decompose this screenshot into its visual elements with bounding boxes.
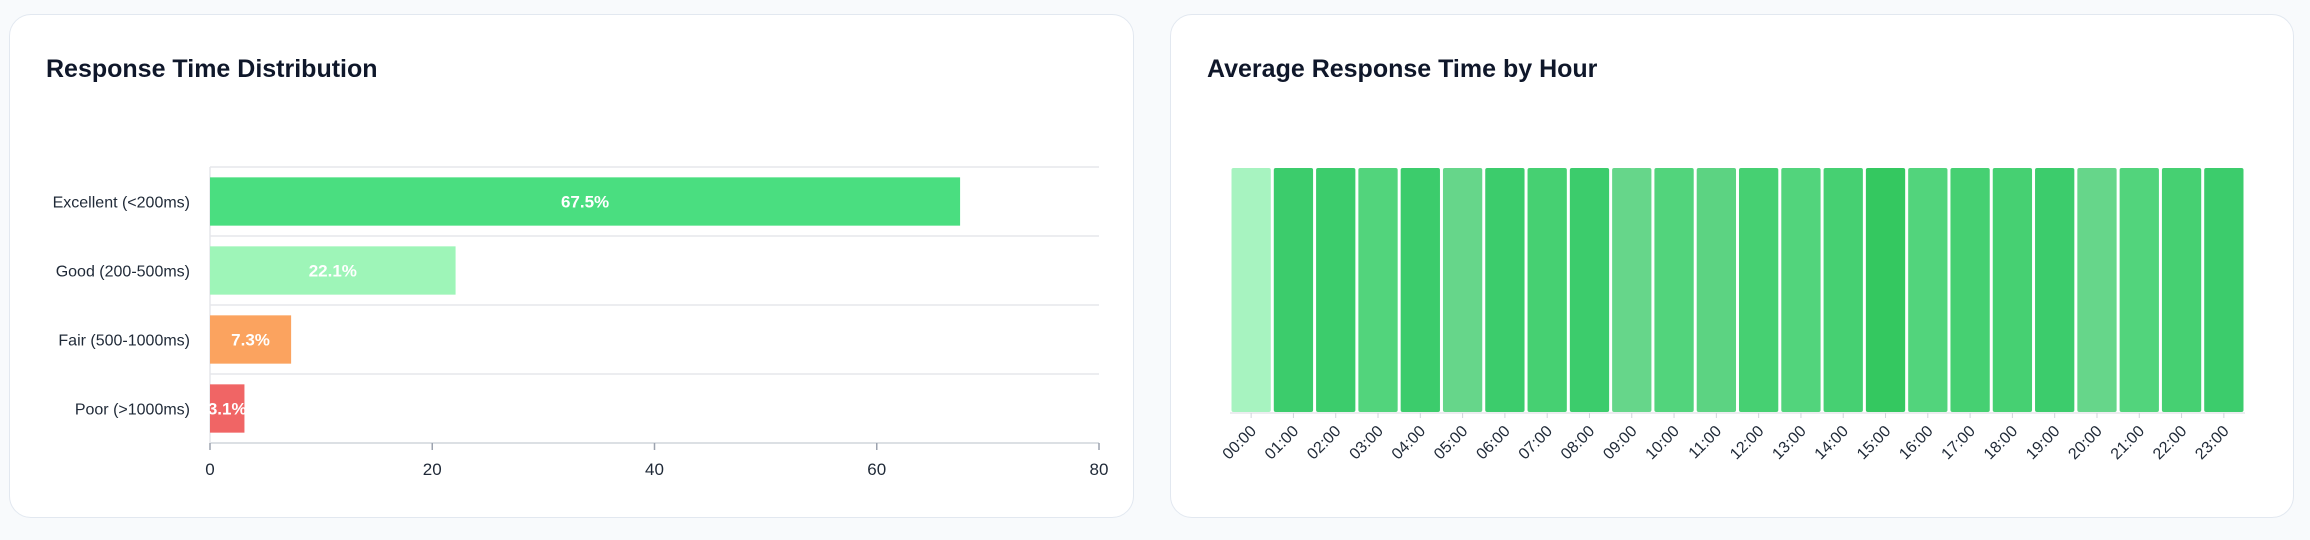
bar-value-label: 67.5% <box>561 193 609 212</box>
bar <box>210 177 961 226</box>
category-label: Poor (>1000ms) <box>75 402 190 419</box>
heat-cell <box>1823 168 1863 412</box>
bar-value-label: 3.1% <box>208 400 247 419</box>
heat-cell <box>1992 168 2033 412</box>
distribution-bar-chart: 67.5% Excellent (<200ms) 22.1% Good (200-50… <box>53 166 1109 479</box>
heat-cell <box>1442 168 1483 412</box>
x-tick-label: 23:00 <box>2192 423 2232 463</box>
x-tick-label: 03:00 <box>1347 423 1387 463</box>
heat-cell <box>2035 168 2075 412</box>
x-tick-label: 16:00 <box>1896 423 1936 463</box>
x-tick-label: 19:00 <box>2023 423 2063 463</box>
hourly-response-time-card: Average Response Time by Hour 00:00 01:00… <box>1170 14 2294 518</box>
x-tick-label: 08:00 <box>1558 423 1598 463</box>
x-tick-label: 06:00 <box>1473 423 1513 463</box>
heat-cell <box>2161 168 2202 412</box>
x-tick-label: 01:00 <box>1262 423 1302 463</box>
x-tick-label: 04:00 <box>1389 423 1429 463</box>
x-tick-label: 07:00 <box>1516 423 1556 463</box>
heat-cell <box>1654 168 1694 412</box>
heat-cell <box>1865 168 1906 412</box>
category-label: Fair (500-1000ms) <box>58 333 190 350</box>
heat-cell <box>1569 168 1610 412</box>
x-tick-label: 09:00 <box>1600 423 1640 463</box>
x-tick-label: 11:00 <box>1686 423 1726 463</box>
bar-value-label: 22.1% <box>309 262 357 281</box>
x-tick-label: 20:00 <box>2065 423 2105 463</box>
heat-cell <box>1612 168 1652 412</box>
bar-value-label: 7.3% <box>231 331 270 350</box>
heat-cell <box>1739 168 1779 412</box>
heat-cell <box>1231 168 1271 412</box>
heat-cell <box>2077 168 2117 412</box>
heat-cell <box>1358 168 1398 412</box>
x-tick-label: 10:00 <box>1643 423 1683 463</box>
x-tick-label: 80 <box>1090 460 1109 479</box>
x-tick-label: 15:00 <box>1854 423 1894 463</box>
x-tick-label: 21:00 <box>2108 423 2148 463</box>
x-tick-label: 05:00 <box>1431 423 1471 463</box>
x-tick-label: 18:00 <box>1981 423 2021 463</box>
response-time-distribution-card: Response Time Distribution 67.5% Excellen… <box>9 14 1134 518</box>
heat-cell <box>1527 168 1567 412</box>
x-tick-label: 40 <box>645 460 664 479</box>
heat-cell <box>2119 168 2159 412</box>
x-tick-label: 17:00 <box>1939 423 1979 463</box>
bar <box>210 246 456 295</box>
bar <box>210 315 292 364</box>
x-tick-label: 14:00 <box>1812 423 1852 463</box>
heat-cell <box>1696 168 1736 412</box>
chart-title: Average Response Time by Hour <box>1207 55 1598 83</box>
heat-cell <box>1950 168 1990 412</box>
x-tick-label: 00:00 <box>1220 423 1260 463</box>
x-tick-label: 02:00 <box>1304 423 1344 463</box>
x-tick-label: 60 <box>867 460 886 479</box>
heat-cell <box>1908 168 1948 412</box>
x-tick-label: 22:00 <box>2150 423 2190 463</box>
x-tick-label: 13:00 <box>1769 423 1809 463</box>
heat-cell <box>1316 168 1356 412</box>
chart-title: Response Time Distribution <box>46 55 378 83</box>
heat-cell <box>1273 168 1314 412</box>
x-tick-label: 0 <box>205 460 214 479</box>
heat-cell <box>2204 168 2244 412</box>
category-label: Excellent (<200ms) <box>53 195 190 212</box>
category-label: Good (200-500ms) <box>56 264 190 281</box>
x-tick-label: 20 <box>423 460 442 479</box>
heat-cell <box>1400 168 1440 412</box>
hourly-heatmap-chart: 00:00 01:00 02:00 03:00 04:00 05:00 06:00 07:00… <box>1220 168 2245 463</box>
heat-cell <box>1781 168 1821 412</box>
bar <box>210 384 245 433</box>
heat-cell <box>1485 168 1525 412</box>
x-tick-label: 12:00 <box>1727 423 1767 463</box>
